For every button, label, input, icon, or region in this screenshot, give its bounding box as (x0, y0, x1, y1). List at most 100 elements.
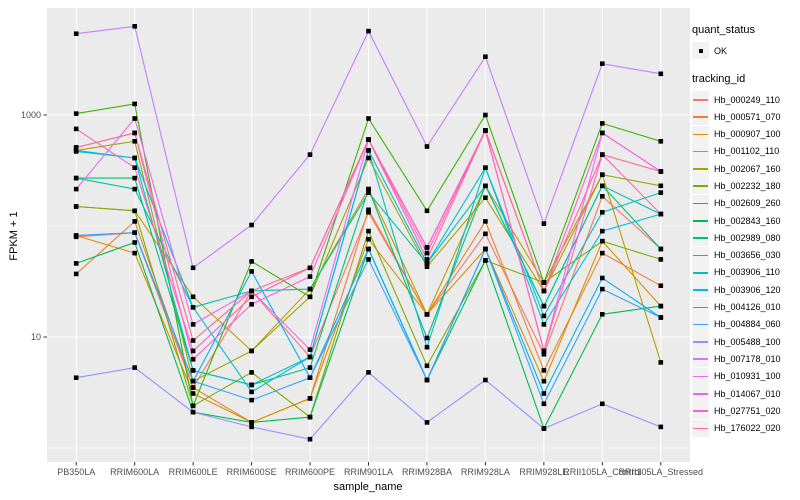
data-point (424, 245, 430, 250)
data-point (424, 363, 430, 369)
data-point (190, 294, 196, 300)
y-tick-label: 1000 (21, 110, 41, 120)
legend-item-label: Hb_010931_100 (714, 371, 781, 382)
legend-item-ok: OK (692, 42, 800, 59)
data-point (600, 228, 605, 234)
line-key-icon (692, 160, 709, 178)
data-point (249, 288, 254, 294)
data-point (73, 145, 79, 150)
data-point (366, 137, 371, 142)
data-point (541, 348, 547, 354)
data-point (600, 172, 605, 177)
x-tick-label: RRIM901LA (344, 467, 393, 477)
data-point (73, 126, 79, 132)
data-point (424, 250, 430, 256)
x-tick-label: PB350LA (57, 467, 95, 477)
data-point (541, 313, 547, 319)
data-point (366, 207, 371, 213)
legend-quant-status: quant_status OK (692, 24, 800, 59)
data-point (132, 130, 137, 136)
data-point (190, 305, 196, 310)
data-point (483, 195, 488, 200)
data-point (424, 257, 430, 262)
legend-item-Hb_002067_160: Hb_002067_160 (692, 160, 800, 178)
data-point (249, 424, 254, 430)
data-point (658, 315, 664, 320)
legend-item-label: Hb_000571_070 (714, 111, 781, 122)
data-point (249, 348, 254, 354)
data-point (307, 286, 313, 292)
data-point (658, 283, 664, 288)
data-point (307, 436, 313, 442)
line-key-icon (692, 263, 709, 281)
data-point (483, 377, 488, 383)
data-point (424, 377, 430, 383)
line-key-icon (692, 350, 709, 368)
data-point (132, 24, 137, 29)
data-point (600, 194, 605, 199)
data-point (73, 233, 79, 238)
legend-item-Hb_002843_160: Hb_002843_160 (692, 212, 800, 230)
x-tick-label: RRIM928BA (402, 467, 452, 477)
data-point (424, 420, 430, 425)
legend-item-label: Hb_001102_110 (714, 146, 780, 157)
line-key-icon (692, 108, 709, 126)
x-tick-label: RRIM600LE (169, 467, 218, 477)
data-point (132, 101, 137, 107)
data-point (73, 149, 79, 154)
legend-item-label: Hb_000249_110 (714, 94, 780, 105)
data-point (132, 208, 137, 214)
data-point (190, 391, 196, 396)
legend-item-Hb_003656_030: Hb_003656_030 (692, 246, 800, 264)
legend-item-label: Hb_007178_010 (714, 353, 781, 364)
data-point (424, 312, 430, 317)
data-point (541, 351, 547, 357)
data-point (366, 186, 371, 192)
data-point (366, 257, 371, 262)
data-point (132, 240, 137, 245)
legend-item-label: Hb_002609_260 (714, 198, 781, 209)
legend-item-label: Hb_005488_100 (714, 336, 781, 347)
data-point (366, 148, 371, 153)
data-point (600, 183, 605, 189)
legend-item-label: Hb_027751_020 (714, 405, 781, 416)
legend-item-label: Hb_002843_160 (714, 215, 781, 226)
data-point (249, 294, 254, 300)
legend-item-Hb_004884_060: Hb_004884_060 (692, 315, 800, 333)
data-point (307, 396, 313, 401)
data-point (424, 264, 430, 269)
legend-item-Hb_000249_110: Hb_000249_110 (692, 91, 800, 108)
legend-item-Hb_176022_020: Hb_176022_020 (692, 419, 800, 437)
data-point (600, 312, 605, 317)
data-point (600, 210, 605, 215)
data-point (249, 397, 254, 403)
line-key-icon (692, 246, 709, 264)
line-key-icon (692, 402, 709, 420)
legend-item-Hb_002609_260: Hb_002609_260 (692, 194, 800, 212)
data-point (541, 221, 547, 226)
data-point (190, 357, 196, 362)
line-key-icon (692, 194, 709, 212)
data-point (483, 183, 488, 189)
data-point (424, 335, 430, 341)
data-point (307, 414, 313, 420)
data-point (658, 183, 664, 189)
data-point (366, 155, 371, 161)
data-point (424, 144, 430, 149)
data-point (541, 280, 547, 285)
legend-item-Hb_005488_100: Hb_005488_100 (692, 333, 800, 351)
y-axis-title: FPKM + 1 (8, 211, 20, 261)
data-point (307, 294, 313, 300)
data-point (600, 286, 605, 292)
data-point (658, 257, 664, 262)
legend-item-label: Hb_004884_060 (714, 319, 781, 330)
x-tick-label: RRIM600PE (285, 467, 335, 477)
data-point (249, 370, 254, 375)
data-point (132, 365, 137, 370)
data-point (73, 375, 79, 380)
data-point (249, 302, 254, 307)
data-point (190, 322, 196, 327)
line-key-icon (692, 298, 709, 316)
data-point (249, 269, 254, 274)
